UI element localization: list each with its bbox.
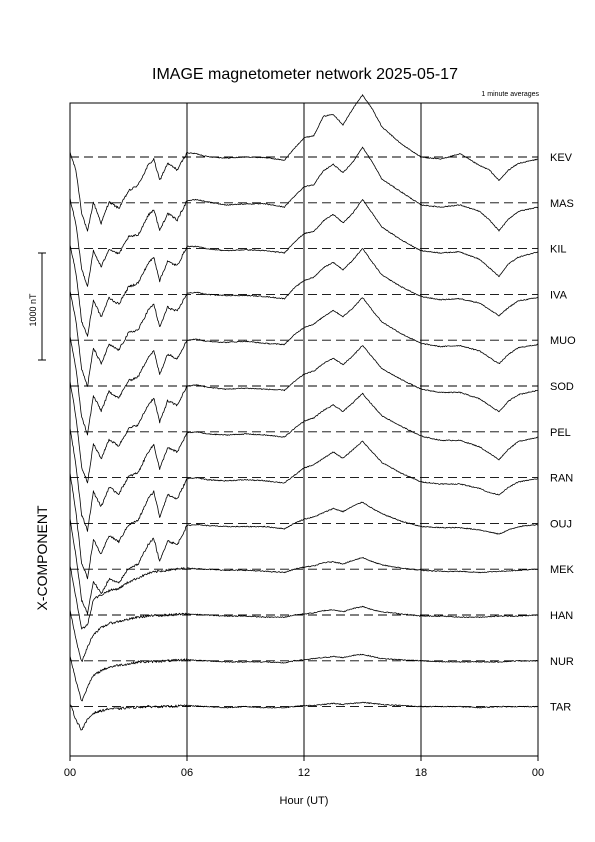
chart-title: IMAGE magnetometer network 2025-05-17 <box>152 66 458 83</box>
station-label-mek: MEK <box>550 564 575 576</box>
station-label-kil: KIL <box>550 244 567 256</box>
x-tick-label: 18 <box>415 767 427 779</box>
x-tick-label: 06 <box>181 767 193 779</box>
trace-nur <box>69 653 538 702</box>
station-label-ouj: OUJ <box>550 518 572 530</box>
station-label-mas: MAS <box>550 198 574 210</box>
station-label-iva: IVA <box>550 289 568 301</box>
station-label-pel: PEL <box>550 427 571 439</box>
x-tick-label: 12 <box>298 767 310 779</box>
station-label-nur: NUR <box>550 656 574 668</box>
trace-tar <box>69 701 538 731</box>
x-tick-label: 00 <box>532 767 544 779</box>
x-axis-label: Hour (UT) <box>279 795 329 807</box>
station-label-muo: MUO <box>550 335 576 347</box>
station-label-tar: TAR <box>550 702 571 714</box>
x-tick-label: 00 <box>64 767 76 779</box>
trace-mas <box>69 146 539 287</box>
station-label-kev: KEV <box>550 152 573 164</box>
station-label-sod: SOD <box>550 381 574 393</box>
trace-kil <box>69 199 539 337</box>
trace-iva <box>69 248 539 387</box>
trace-ran <box>69 440 539 580</box>
trace-sod <box>69 345 539 484</box>
trace-ouj <box>69 501 539 615</box>
station-label-han: HAN <box>550 610 573 622</box>
trace-mek <box>69 557 539 630</box>
trace-pel <box>69 392 538 532</box>
chart-subtitle: 1 minute averages <box>481 91 539 98</box>
trace-kev <box>69 94 539 232</box>
trace-muo <box>69 297 539 436</box>
station-label-ran: RAN <box>550 473 573 485</box>
trace-han <box>69 605 539 662</box>
